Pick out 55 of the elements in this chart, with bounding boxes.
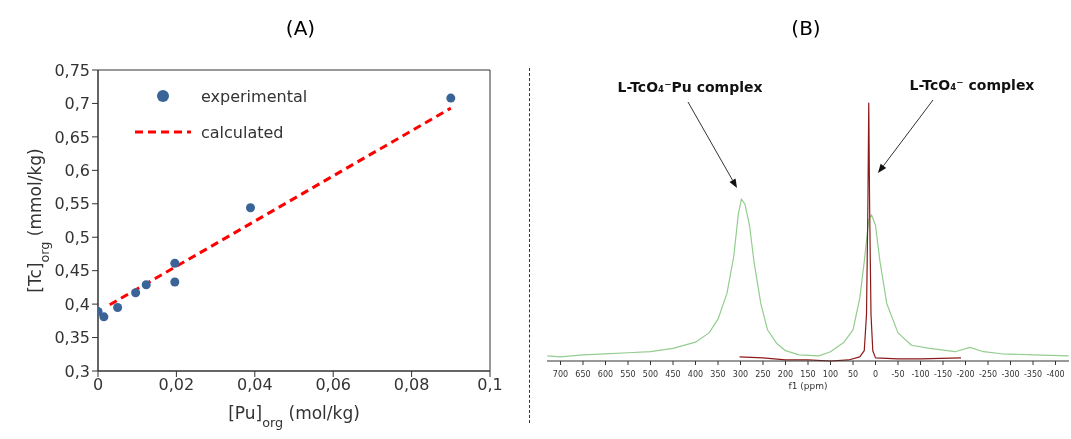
y-tick-label: 0,55 — [54, 194, 90, 214]
point — [113, 302, 123, 312]
x-tick-label: 350 — [710, 370, 726, 379]
x-tick-label: 450 — [665, 370, 681, 379]
x-tick-label: 550 — [620, 370, 636, 379]
x-tick-label: 250 — [755, 370, 771, 379]
legend-label: experimental — [201, 86, 308, 106]
point — [170, 258, 180, 268]
y-tick-label: 0,3 — [64, 361, 90, 381]
x-tick-label: 300 — [732, 370, 749, 379]
x-tick-label: -200 — [956, 370, 975, 379]
y-tick-label: 0,5 — [64, 227, 90, 247]
y-tick-label: 0,35 — [54, 328, 90, 348]
text: L-TcO₄⁻ complex — [909, 77, 1035, 93]
x-axis-title: f1 (ppm) — [788, 381, 828, 391]
x-tick-label: 0,06 — [315, 375, 352, 395]
y-tick-label: 0,7 — [64, 94, 90, 114]
x-tick-label: 600 — [597, 370, 614, 379]
x-tick-label: -350 — [1023, 370, 1043, 379]
x-tick-label: 0 — [92, 375, 104, 395]
x-tick-label: -100 — [911, 370, 930, 379]
point — [170, 277, 180, 287]
point — [141, 280, 151, 290]
x-tick-label: 650 — [575, 370, 591, 379]
x-tick-label: -50 — [891, 370, 905, 379]
y-tick-label: 0,4 — [64, 294, 90, 314]
point — [446, 93, 456, 103]
x-tick-label: 0,04 — [236, 375, 273, 395]
x-tick-label: 150 — [800, 370, 816, 379]
x-tick-label: -150 — [933, 370, 953, 379]
point — [131, 288, 141, 298]
x-tick-label: 100 — [822, 370, 839, 379]
chart-title: (A) — [284, 16, 317, 40]
x-tick-label: 200 — [777, 370, 794, 379]
x-tick-label: 50 — [847, 370, 859, 379]
x-tick-label: 400 — [687, 370, 704, 379]
x-tick-label: -400 — [1046, 370, 1065, 379]
text: L-TcO₄⁻Pu complex — [617, 79, 763, 95]
x-tick-label: 0,08 — [393, 375, 430, 395]
x-tick-label: -250 — [978, 370, 998, 379]
point — [245, 203, 255, 213]
x-tick-label: -300 — [1001, 370, 1020, 379]
chart-title: (B) — [790, 16, 822, 40]
x-tick-label: 0 — [872, 370, 879, 379]
y-tick-label: 0,45 — [54, 261, 90, 281]
x-tick-label: 500 — [642, 370, 659, 379]
legend-label: calculated — [201, 122, 284, 142]
y-tick-label: 0,75 — [54, 60, 90, 80]
x-tick-label: 0,02 — [158, 375, 195, 395]
x-tick-label: 0,1 — [477, 375, 503, 395]
x-axis-title: [Pu]$_{org}$ (mol/kg) — [228, 403, 360, 430]
y-tick-label: 0,65 — [54, 127, 90, 147]
point — [99, 312, 109, 322]
y-tick-label: 0,6 — [64, 161, 90, 181]
x-tick-label: 700 — [552, 370, 569, 379]
